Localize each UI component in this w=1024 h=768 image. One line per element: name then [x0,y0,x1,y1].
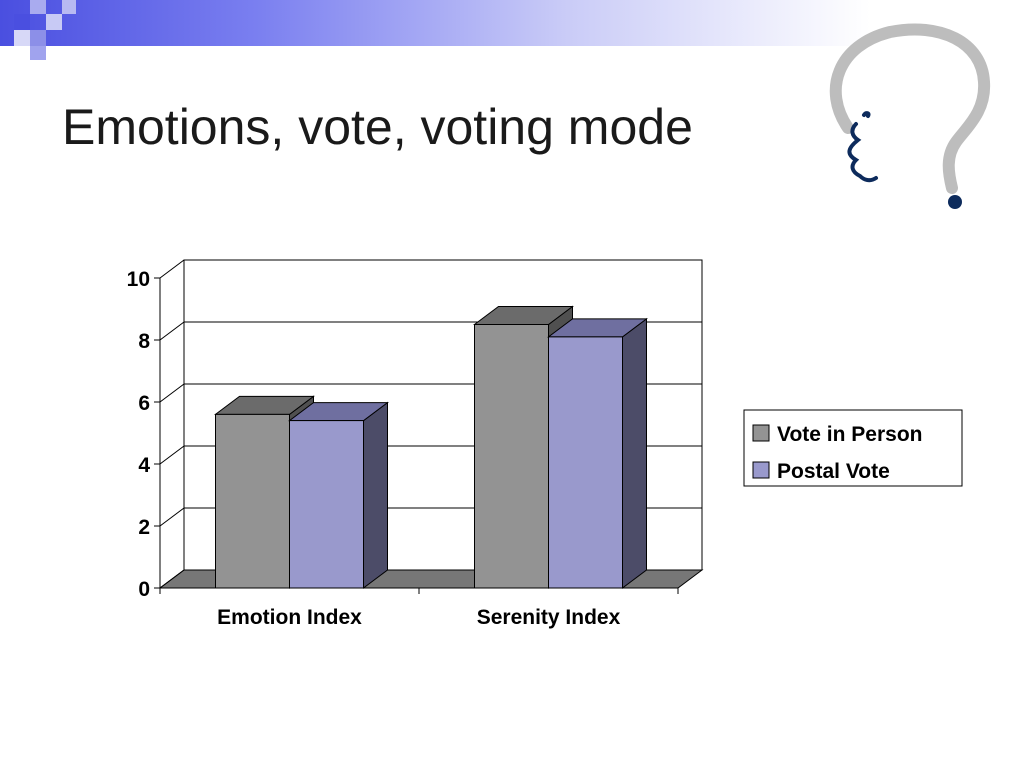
depth-tick [159,507,185,527]
bar [474,324,549,589]
legend-label: Postal Vote [777,460,890,483]
question-mark-arc [829,23,991,194]
x-tick-label: Serenity Index [477,606,621,629]
header-gradient-band [0,0,1024,46]
depth-tick [159,383,185,403]
decor-square [14,30,30,46]
y-tick-label: 8 [138,330,150,353]
legend-label: Vote in Person [777,423,922,446]
bar [215,413,290,589]
decor-square [46,14,62,30]
decor-square [14,14,30,30]
depth-tick [159,569,185,589]
y-tick-label: 0 [138,578,150,601]
decor-square [30,30,46,46]
y-tick-label: 2 [138,516,150,539]
face-profile [847,111,878,183]
x-tick-label: Emotion Index [217,606,362,629]
question-mark-face-icon [829,23,991,209]
depth-tick [159,321,185,341]
bar [289,420,364,589]
depth-tick [159,259,185,279]
bar-side [622,317,647,589]
slide-title: Emotions, vote, voting mode [62,99,693,155]
decor-square [62,0,76,14]
depth-tick [159,445,185,465]
bar-side [363,401,388,589]
y-tick-label: 6 [138,392,150,415]
y-tick-label: 10 [127,268,150,291]
bar [548,336,623,589]
legend-swatch [752,424,770,442]
legend-swatch [752,461,770,479]
question-mark-dot [948,195,962,209]
legend [743,409,963,487]
y-tick-label: 4 [138,454,150,477]
decor-square [30,0,46,14]
decor-square [30,46,46,60]
